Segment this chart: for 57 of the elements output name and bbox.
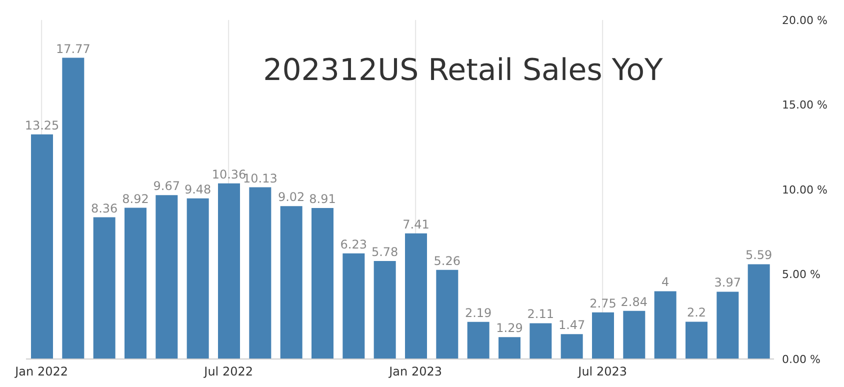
data-label: 1.29	[496, 321, 523, 336]
y-tick-label: 0.00 %	[782, 352, 820, 366]
bar	[405, 233, 427, 359]
data-label: 6.23	[340, 237, 368, 252]
data-label: 2.19	[464, 306, 492, 320]
bar	[592, 312, 614, 359]
data-label: 5.26	[434, 254, 461, 268]
bar	[62, 58, 84, 359]
bar	[312, 208, 334, 359]
y-tick-label: 20.00 %	[782, 14, 828, 27]
bar	[280, 206, 302, 359]
bar	[686, 322, 708, 359]
bar	[467, 322, 490, 359]
bar	[31, 134, 53, 359]
data-label: 10.36	[212, 167, 246, 182]
data-label: 8.92	[122, 192, 149, 206]
y-tick-label: 10.00 %	[782, 183, 828, 196]
x-tick-label: Jan 2022	[14, 364, 68, 379]
data-label: 9.48	[184, 182, 212, 196]
bar	[530, 323, 552, 359]
bar	[623, 310, 646, 359]
data-label: 7.41	[402, 217, 430, 232]
x-tick-label: Jan 2023	[388, 364, 442, 379]
bar	[436, 270, 458, 359]
bar	[498, 337, 520, 359]
data-label: 8.36	[90, 201, 118, 216]
data-label: 2.84	[620, 294, 648, 309]
y-tick-label: 15.00 %	[782, 98, 828, 112]
bar	[342, 253, 365, 359]
bar	[124, 208, 146, 359]
data-label: 4	[662, 275, 670, 290]
bar	[249, 187, 272, 359]
data-label: 1.47	[558, 318, 586, 332]
bar	[186, 198, 209, 359]
data-label: 2.11	[527, 307, 554, 322]
data-label: 17.77	[56, 42, 90, 56]
y-tick-label: 5.00 %	[782, 268, 820, 282]
bar	[218, 183, 240, 359]
data-label: 9.67	[153, 179, 180, 194]
x-tick-label: Jul 2022	[203, 364, 254, 379]
data-label: 9.02	[278, 190, 305, 204]
data-label: 3.97	[714, 276, 742, 290]
data-label: 5.78	[371, 245, 398, 260]
bar	[156, 195, 178, 359]
bar	[560, 334, 583, 359]
data-label: 2.2	[686, 306, 706, 320]
x-tick-label: Jul 2023	[577, 364, 628, 379]
bar	[654, 291, 676, 359]
bar	[374, 261, 396, 359]
text: 202312US Retail Sales YoY	[262, 53, 664, 88]
data-label: 13.25	[24, 118, 60, 132]
data-label: 8.91	[309, 192, 336, 206]
bar	[93, 217, 116, 359]
data-label: 5.59	[745, 248, 772, 262]
bar	[716, 292, 739, 359]
bar	[748, 264, 770, 359]
data-label: 2.75	[590, 296, 616, 310]
